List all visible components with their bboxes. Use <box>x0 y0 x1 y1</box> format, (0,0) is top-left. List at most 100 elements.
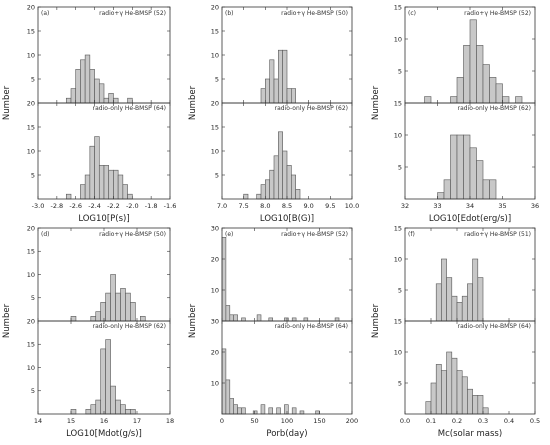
histogram-bar <box>94 136 100 200</box>
histogram-bar <box>70 88 77 104</box>
y-tick-label: 30 <box>211 317 219 325</box>
y-tick-label: 15 <box>211 123 219 131</box>
histogram-bar <box>435 283 442 322</box>
histogram-bar <box>70 409 77 415</box>
x-tick-label: 0 <box>220 417 224 425</box>
histogram-bar <box>233 314 238 322</box>
chart-panel-6: (f) 5 10 15 radio+γ He-BMSP (51) 5 10 15 radio-o… <box>371 224 540 439</box>
y-tick-label: 5 <box>31 387 35 395</box>
histogram-bar <box>286 165 292 200</box>
x-tick-label: -3.0 <box>32 202 45 210</box>
y-tick-label: 15 <box>27 248 35 256</box>
x-tick-label: 0.5 <box>530 417 540 425</box>
histogram-bar <box>84 54 91 104</box>
histogram-bar <box>237 407 242 415</box>
y-tick-label: 20 <box>27 3 35 11</box>
histogram-bar <box>286 88 292 104</box>
histogram-bar <box>476 45 484 104</box>
y-tick-label: 15 <box>394 99 402 107</box>
x-tick-label: 33 <box>433 202 441 210</box>
histogram-bar <box>65 193 72 200</box>
histogram-bar <box>229 398 235 415</box>
histogram-bar <box>295 189 301 200</box>
histogram-bar <box>430 382 437 415</box>
histogram-bar <box>469 147 477 200</box>
y-tick-label: 15 <box>394 3 402 11</box>
subplot-frame <box>37 320 171 415</box>
histogram-bar <box>477 277 484 322</box>
histogram-bar <box>225 379 231 415</box>
y-tick-label: 10 <box>211 147 219 155</box>
y-tick-label: 10 <box>27 271 35 279</box>
histogram-bar <box>269 169 275 200</box>
y-tick-label: 10 <box>27 147 35 155</box>
histogram-bar <box>450 134 458 200</box>
histogram-bar <box>424 96 432 104</box>
histogram-bar <box>95 399 101 415</box>
histogram-bar <box>456 134 464 200</box>
histogram-bar <box>105 339 111 415</box>
x-tick-label: 34 <box>466 202 474 210</box>
subplot-frame <box>221 320 353 415</box>
histogram-bar <box>446 277 453 322</box>
subplot-top: 5 10 15 radio+γ He-BMSP (52) <box>394 3 536 104</box>
histogram-bar <box>451 295 458 322</box>
x-tick-label: 200 <box>346 417 358 425</box>
histogram-bar <box>456 370 463 415</box>
histogram-bar <box>467 283 473 322</box>
y-tick-label: 15 <box>27 341 35 349</box>
histogram-bar <box>75 69 81 104</box>
x-tick-label: 10.0 <box>345 202 359 210</box>
subplot-frame <box>404 320 536 415</box>
histogram-bar <box>90 404 97 415</box>
subplot-bottom: 5 10 15 20 radio-only He-BMSP (62) <box>211 99 353 200</box>
x-tick-label: 36 <box>531 202 539 210</box>
y-tick-label: 5 <box>31 171 35 179</box>
y-tick-label: 5 <box>398 67 402 75</box>
x-tick-label: -2.4 <box>88 202 101 210</box>
x-tick-label: 0.1 <box>426 417 436 425</box>
x-tick-label: 8.5 <box>282 202 292 210</box>
y-tick-label: 30 <box>211 224 219 232</box>
histogram-bar <box>243 193 249 200</box>
histogram-bar <box>70 316 77 322</box>
y-tick-label: 10 <box>211 379 219 387</box>
histogram-bar <box>113 97 119 104</box>
x-tick-label: 17 <box>133 417 141 425</box>
histogram-bar <box>108 93 114 104</box>
histogram-bar <box>441 258 447 322</box>
x-tick-label: 0.2 <box>452 417 462 425</box>
histogram-bar <box>291 317 297 322</box>
histogram-bar <box>461 376 468 415</box>
histogram-bar <box>221 237 227 322</box>
histogram-bar <box>303 317 309 322</box>
y-tick-label: 5 <box>398 163 402 171</box>
histogram-bar <box>122 184 128 200</box>
subplot-frame <box>221 102 353 200</box>
subplot-frame <box>37 102 171 200</box>
panel-tag: (c) <box>408 10 416 17</box>
histogram-bar <box>269 59 275 104</box>
histogram-bar <box>502 96 510 104</box>
histogram-bar <box>443 179 451 200</box>
subplot-top: 10 20 30 radio+γ He-BMSP (52) <box>211 224 353 322</box>
subplot-bottom: 5 10 15 radio-only He-BMSP (62) <box>394 99 536 200</box>
histogram-bar <box>441 370 447 415</box>
y-tick-label: 20 <box>211 3 219 11</box>
x-tick-label: 32 <box>401 202 409 210</box>
y-tick-label: 20 <box>211 99 219 107</box>
histogram-bar <box>278 131 283 200</box>
histogram-bar <box>482 407 489 415</box>
x-axis-label: Porb(day) <box>266 429 307 439</box>
y-tick-label: 10 <box>394 35 402 43</box>
histogram-bar <box>482 64 490 104</box>
y-tick-label: 20 <box>27 99 35 107</box>
histogram-bar <box>472 395 479 415</box>
histogram-bar <box>120 404 126 415</box>
histogram-bar <box>130 302 136 322</box>
y-tick-label: 20 <box>27 224 35 232</box>
y-tick-label: 5 <box>398 286 402 294</box>
chart-panel-5: (e) 10 20 30 radio+γ He-BMSP (52) 10 20 30 radio… <box>188 224 358 439</box>
histogram-bar <box>456 302 463 322</box>
histogram-bar <box>98 165 105 200</box>
